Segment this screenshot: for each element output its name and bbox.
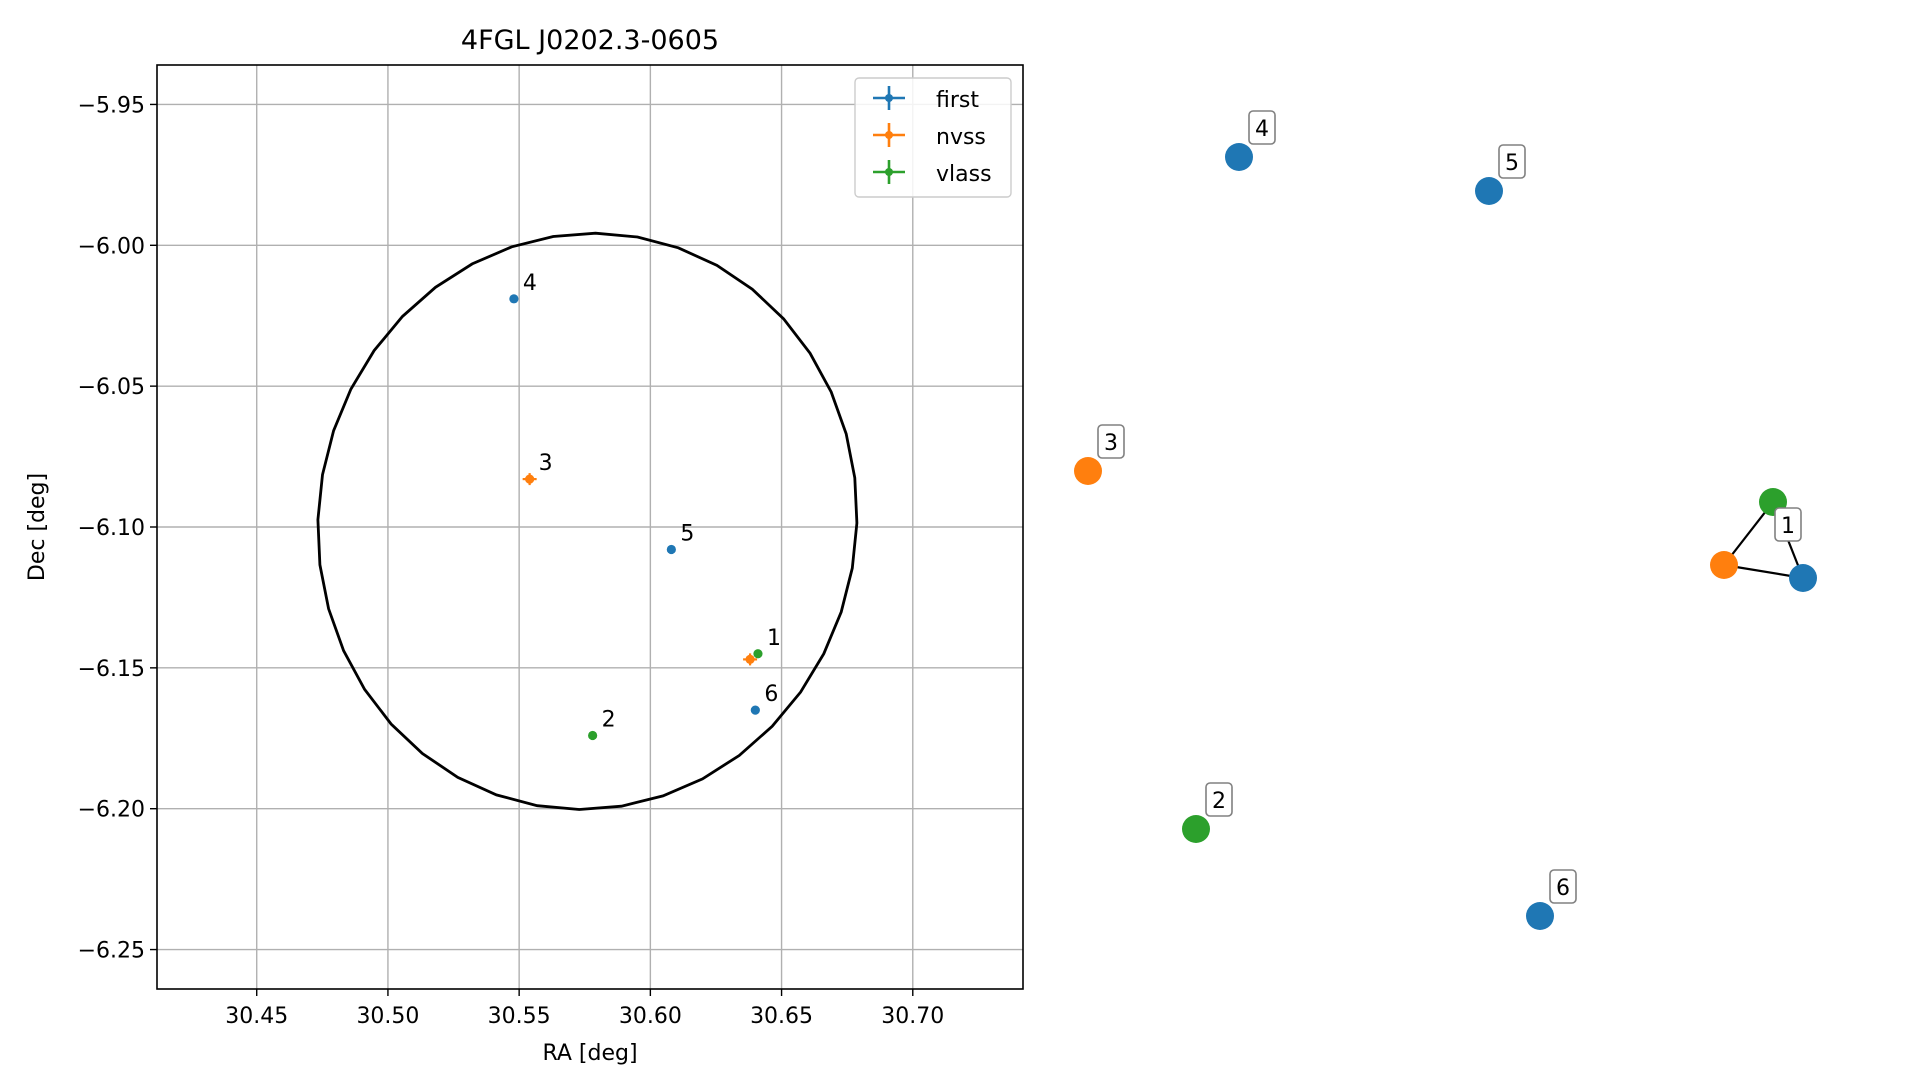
marker-vlass (588, 730, 598, 741)
graph-label-text: 2 (1212, 789, 1226, 814)
legend-label-first: first (936, 88, 979, 113)
graph-label-box (1248, 110, 1276, 145)
legend: first nvss vlass (854, 77, 1012, 198)
point-labels: 4 5 6 3 1 2 (523, 271, 781, 733)
x-tick-label: 30.45 (225, 1004, 288, 1029)
x-axis-label: RA [deg] (542, 1041, 637, 1066)
point-first (666, 544, 676, 555)
point-first (750, 705, 760, 715)
y-tick-label: −6.20 (78, 798, 145, 823)
marker-nvss (522, 473, 537, 486)
graph-label-box (1549, 869, 1577, 904)
graph-node-label-2: 2 (1205, 782, 1233, 817)
graph-node-vlass (1182, 815, 1210, 843)
point-label: 3 (539, 451, 553, 476)
graph-label-box (1774, 507, 1802, 542)
scatter-plot-area: 4 5 6 3 1 2 30.45 30.50 30.55 30.60 30.65 30.70 −5… (25, 25, 1024, 1066)
marker-nvss (743, 653, 758, 666)
graph-label-text: 6 (1556, 876, 1570, 901)
point-label: 4 (523, 271, 537, 296)
y-tick-label: −6.05 (78, 375, 145, 400)
graph-node-label-4: 4 (1248, 110, 1276, 145)
legend-handle-marker (885, 94, 893, 102)
marker-first (509, 294, 519, 304)
graph-node-nvss (1710, 551, 1738, 579)
point-nvss (745, 654, 755, 665)
marker-vlass (753, 649, 763, 659)
legend-box (854, 77, 1012, 198)
graph-label-box (1205, 782, 1233, 817)
graph-node-label-1: 1 (1774, 507, 1802, 542)
y-tick-labels: −5.95 −6.00 −6.05 −6.10 −6.15 −6.20 −6.25 (78, 93, 145, 963)
graph-node-label-6: 6 (1549, 869, 1577, 904)
chart-title: 4FGL J0202.3-0605 (461, 25, 719, 56)
x-tick-label: 30.60 (619, 1004, 682, 1029)
y-tick-label: −6.15 (78, 657, 145, 682)
point-nvss (525, 474, 535, 484)
y-tick-label: −6.00 (78, 234, 145, 259)
graph-label-text: 3 (1104, 431, 1118, 456)
association-graph: 4 5 3 1 2 6 (1074, 110, 1817, 930)
legend-handles (873, 86, 905, 184)
point-vlass (753, 649, 763, 659)
x-tick-labels: 30.45 30.50 30.55 30.60 30.65 30.70 (225, 1004, 944, 1029)
point-first (509, 294, 519, 304)
point-label: 5 (680, 522, 694, 547)
legend-handle-marker (885, 131, 893, 139)
graph-node-label-3: 3 (1097, 424, 1125, 459)
graph-label-box (1498, 144, 1526, 179)
legend-label-nvss: nvss (936, 125, 986, 150)
legend-handle-first (873, 86, 905, 110)
graph-node-first (1789, 564, 1817, 592)
y-tick-label: −6.25 (78, 939, 145, 964)
graph-label-text: 5 (1505, 151, 1519, 176)
legend-handle-nvss (873, 123, 905, 147)
axis-ticks (150, 103, 914, 996)
marker-first (750, 705, 760, 715)
x-tick-label: 30.50 (356, 1004, 419, 1029)
legend-label-vlass: vlass (936, 162, 992, 187)
y-tick-label: −6.10 (78, 516, 145, 541)
graph-label-text: 1 (1781, 514, 1795, 539)
point-label: 1 (767, 626, 781, 651)
y-tick-label: −5.95 (78, 93, 145, 118)
point-vlass (588, 730, 598, 741)
graph-node-first (1225, 143, 1253, 171)
graph-label-box (1097, 424, 1125, 459)
point-label: 2 (602, 707, 616, 732)
graph-node-first (1475, 177, 1503, 205)
uncertainty-ellipse (316, 231, 859, 811)
graph-node-label-5: 5 (1498, 144, 1526, 179)
x-tick-label: 30.55 (488, 1004, 551, 1029)
graph-nodes (1074, 143, 1817, 930)
graph-node-labels: 4 5 3 1 2 6 (1097, 110, 1802, 904)
data-markers (509, 294, 763, 741)
legend-handle-vlass (873, 160, 905, 184)
x-tick-label: 30.70 (881, 1004, 944, 1029)
marker-first (666, 544, 676, 555)
graph-label-text: 4 (1255, 117, 1269, 142)
graph-node-nvss (1074, 457, 1102, 485)
legend-handle-marker (885, 168, 893, 176)
grid-lines (157, 65, 1023, 989)
graph-node-first (1526, 902, 1554, 930)
point-label: 6 (764, 682, 778, 707)
y-axis-label: Dec [deg] (25, 473, 50, 581)
x-tick-label: 30.65 (750, 1004, 813, 1029)
